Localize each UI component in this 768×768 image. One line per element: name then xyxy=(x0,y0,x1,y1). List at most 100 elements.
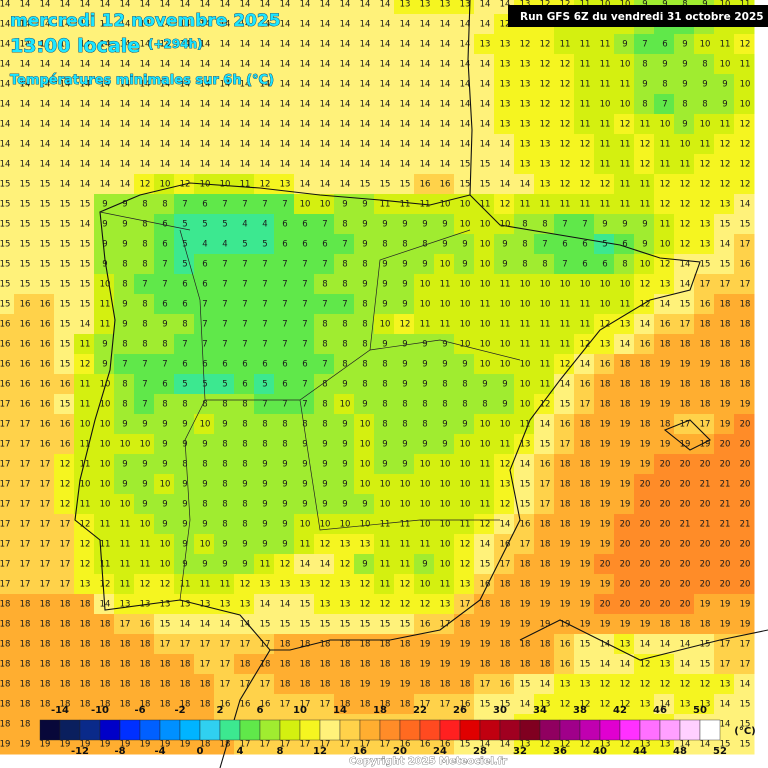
cell-value: 8 xyxy=(142,240,147,250)
cell xyxy=(694,374,715,395)
cell xyxy=(194,314,215,335)
cell xyxy=(714,94,735,115)
cell-value: 7 xyxy=(142,360,147,370)
cell xyxy=(174,394,195,415)
cell xyxy=(494,374,515,395)
cell xyxy=(214,214,235,235)
cell-value: 15 xyxy=(480,700,491,710)
cell xyxy=(334,354,355,375)
cell-value: 12 xyxy=(100,580,111,590)
cell-value: 14 xyxy=(380,60,391,70)
cell xyxy=(594,294,615,315)
cell-value: 15 xyxy=(520,680,531,690)
cell-value: 14 xyxy=(0,140,10,150)
cell-value: 9 xyxy=(402,380,407,390)
cell-value: 15 xyxy=(360,620,371,630)
cell xyxy=(634,254,655,275)
cell-value: 11 xyxy=(620,160,631,170)
cell-value: 14 xyxy=(20,140,31,150)
cell xyxy=(494,174,515,195)
cell xyxy=(94,134,115,155)
cell xyxy=(394,134,415,155)
cell-value: 18 xyxy=(300,640,311,650)
cell-value: 14 xyxy=(340,100,351,110)
cell-value: 8 xyxy=(202,500,207,510)
cell xyxy=(294,254,315,275)
cell xyxy=(734,114,755,135)
cell-value: 10 xyxy=(460,340,471,350)
cell-value: 11 xyxy=(640,180,651,190)
cell-value: 6 xyxy=(242,360,247,370)
cell-value: 9 xyxy=(402,360,407,370)
cell-value: 18 xyxy=(60,660,71,670)
cell xyxy=(714,154,735,175)
cell-value: 17 xyxy=(260,680,271,690)
cell-value: 10 xyxy=(360,460,371,470)
legend-unit: (°C) xyxy=(734,726,755,737)
cell-value: 17 xyxy=(440,620,451,630)
cell xyxy=(354,94,375,115)
cell-value: 9 xyxy=(382,460,387,470)
cell-value: 17 xyxy=(60,540,71,550)
cell xyxy=(234,374,255,395)
cell xyxy=(94,114,115,135)
cell-value: 12 xyxy=(560,360,571,370)
cell-value: 18 xyxy=(640,380,651,390)
cell-value: 15 xyxy=(40,180,51,190)
cell-value: 17 xyxy=(60,560,71,570)
cell xyxy=(634,94,655,115)
cell-value: 9 xyxy=(282,460,287,470)
cell-value: 14 xyxy=(500,520,511,530)
cell-value: 15 xyxy=(720,220,731,230)
cell xyxy=(514,314,535,335)
cell-value: 16 xyxy=(600,360,611,370)
cell-value: 14 xyxy=(80,160,91,170)
cell xyxy=(34,134,55,155)
cell xyxy=(694,274,715,295)
cell-value: 14 xyxy=(360,60,371,70)
cell xyxy=(274,354,295,375)
cell-value: 11 xyxy=(640,200,651,210)
cell xyxy=(614,74,635,95)
cell-value: 15 xyxy=(300,620,311,630)
cell-value: 20 xyxy=(640,600,651,610)
cell-value: 9 xyxy=(442,240,447,250)
cell-value: 8 xyxy=(462,380,467,390)
cell xyxy=(34,234,55,255)
cell xyxy=(274,194,295,215)
cell-value: 7 xyxy=(242,320,247,330)
cell xyxy=(714,114,735,135)
cell-value: 5 xyxy=(242,240,247,250)
cell xyxy=(334,34,355,55)
cell xyxy=(474,94,495,115)
cell-value: 15 xyxy=(380,620,391,630)
cell-value: 18 xyxy=(80,600,91,610)
cell-value: 18 xyxy=(120,680,131,690)
cell-value: 8 xyxy=(442,380,447,390)
cell-value: 6 xyxy=(322,240,327,250)
cell xyxy=(694,254,715,275)
cell-value: 14 xyxy=(400,60,411,70)
cell-value: 5 xyxy=(262,380,267,390)
cell-value: 11 xyxy=(520,320,531,330)
cell-value: 18 xyxy=(0,720,10,730)
cell-value: 12 xyxy=(560,700,571,710)
cell-value: 8 xyxy=(222,400,227,410)
cell-value: 15 xyxy=(0,220,10,230)
cell-value: 7 xyxy=(222,320,227,330)
cell-value: 14 xyxy=(100,60,111,70)
cell xyxy=(234,34,255,55)
cell-value: 14 xyxy=(340,40,351,50)
cell xyxy=(554,34,575,55)
cell-value: 9 xyxy=(102,360,107,370)
cell-value: 14 xyxy=(340,180,351,190)
cell-value: 12 xyxy=(700,180,711,190)
cell xyxy=(454,274,475,295)
cell-value: 9 xyxy=(502,400,507,410)
cell-value: 18 xyxy=(100,640,111,650)
cell xyxy=(374,334,395,355)
cell-value: 9 xyxy=(162,440,167,450)
cell-value: 17 xyxy=(0,560,10,570)
cell-value: 10 xyxy=(100,480,111,490)
cell-value: 9 xyxy=(382,220,387,230)
